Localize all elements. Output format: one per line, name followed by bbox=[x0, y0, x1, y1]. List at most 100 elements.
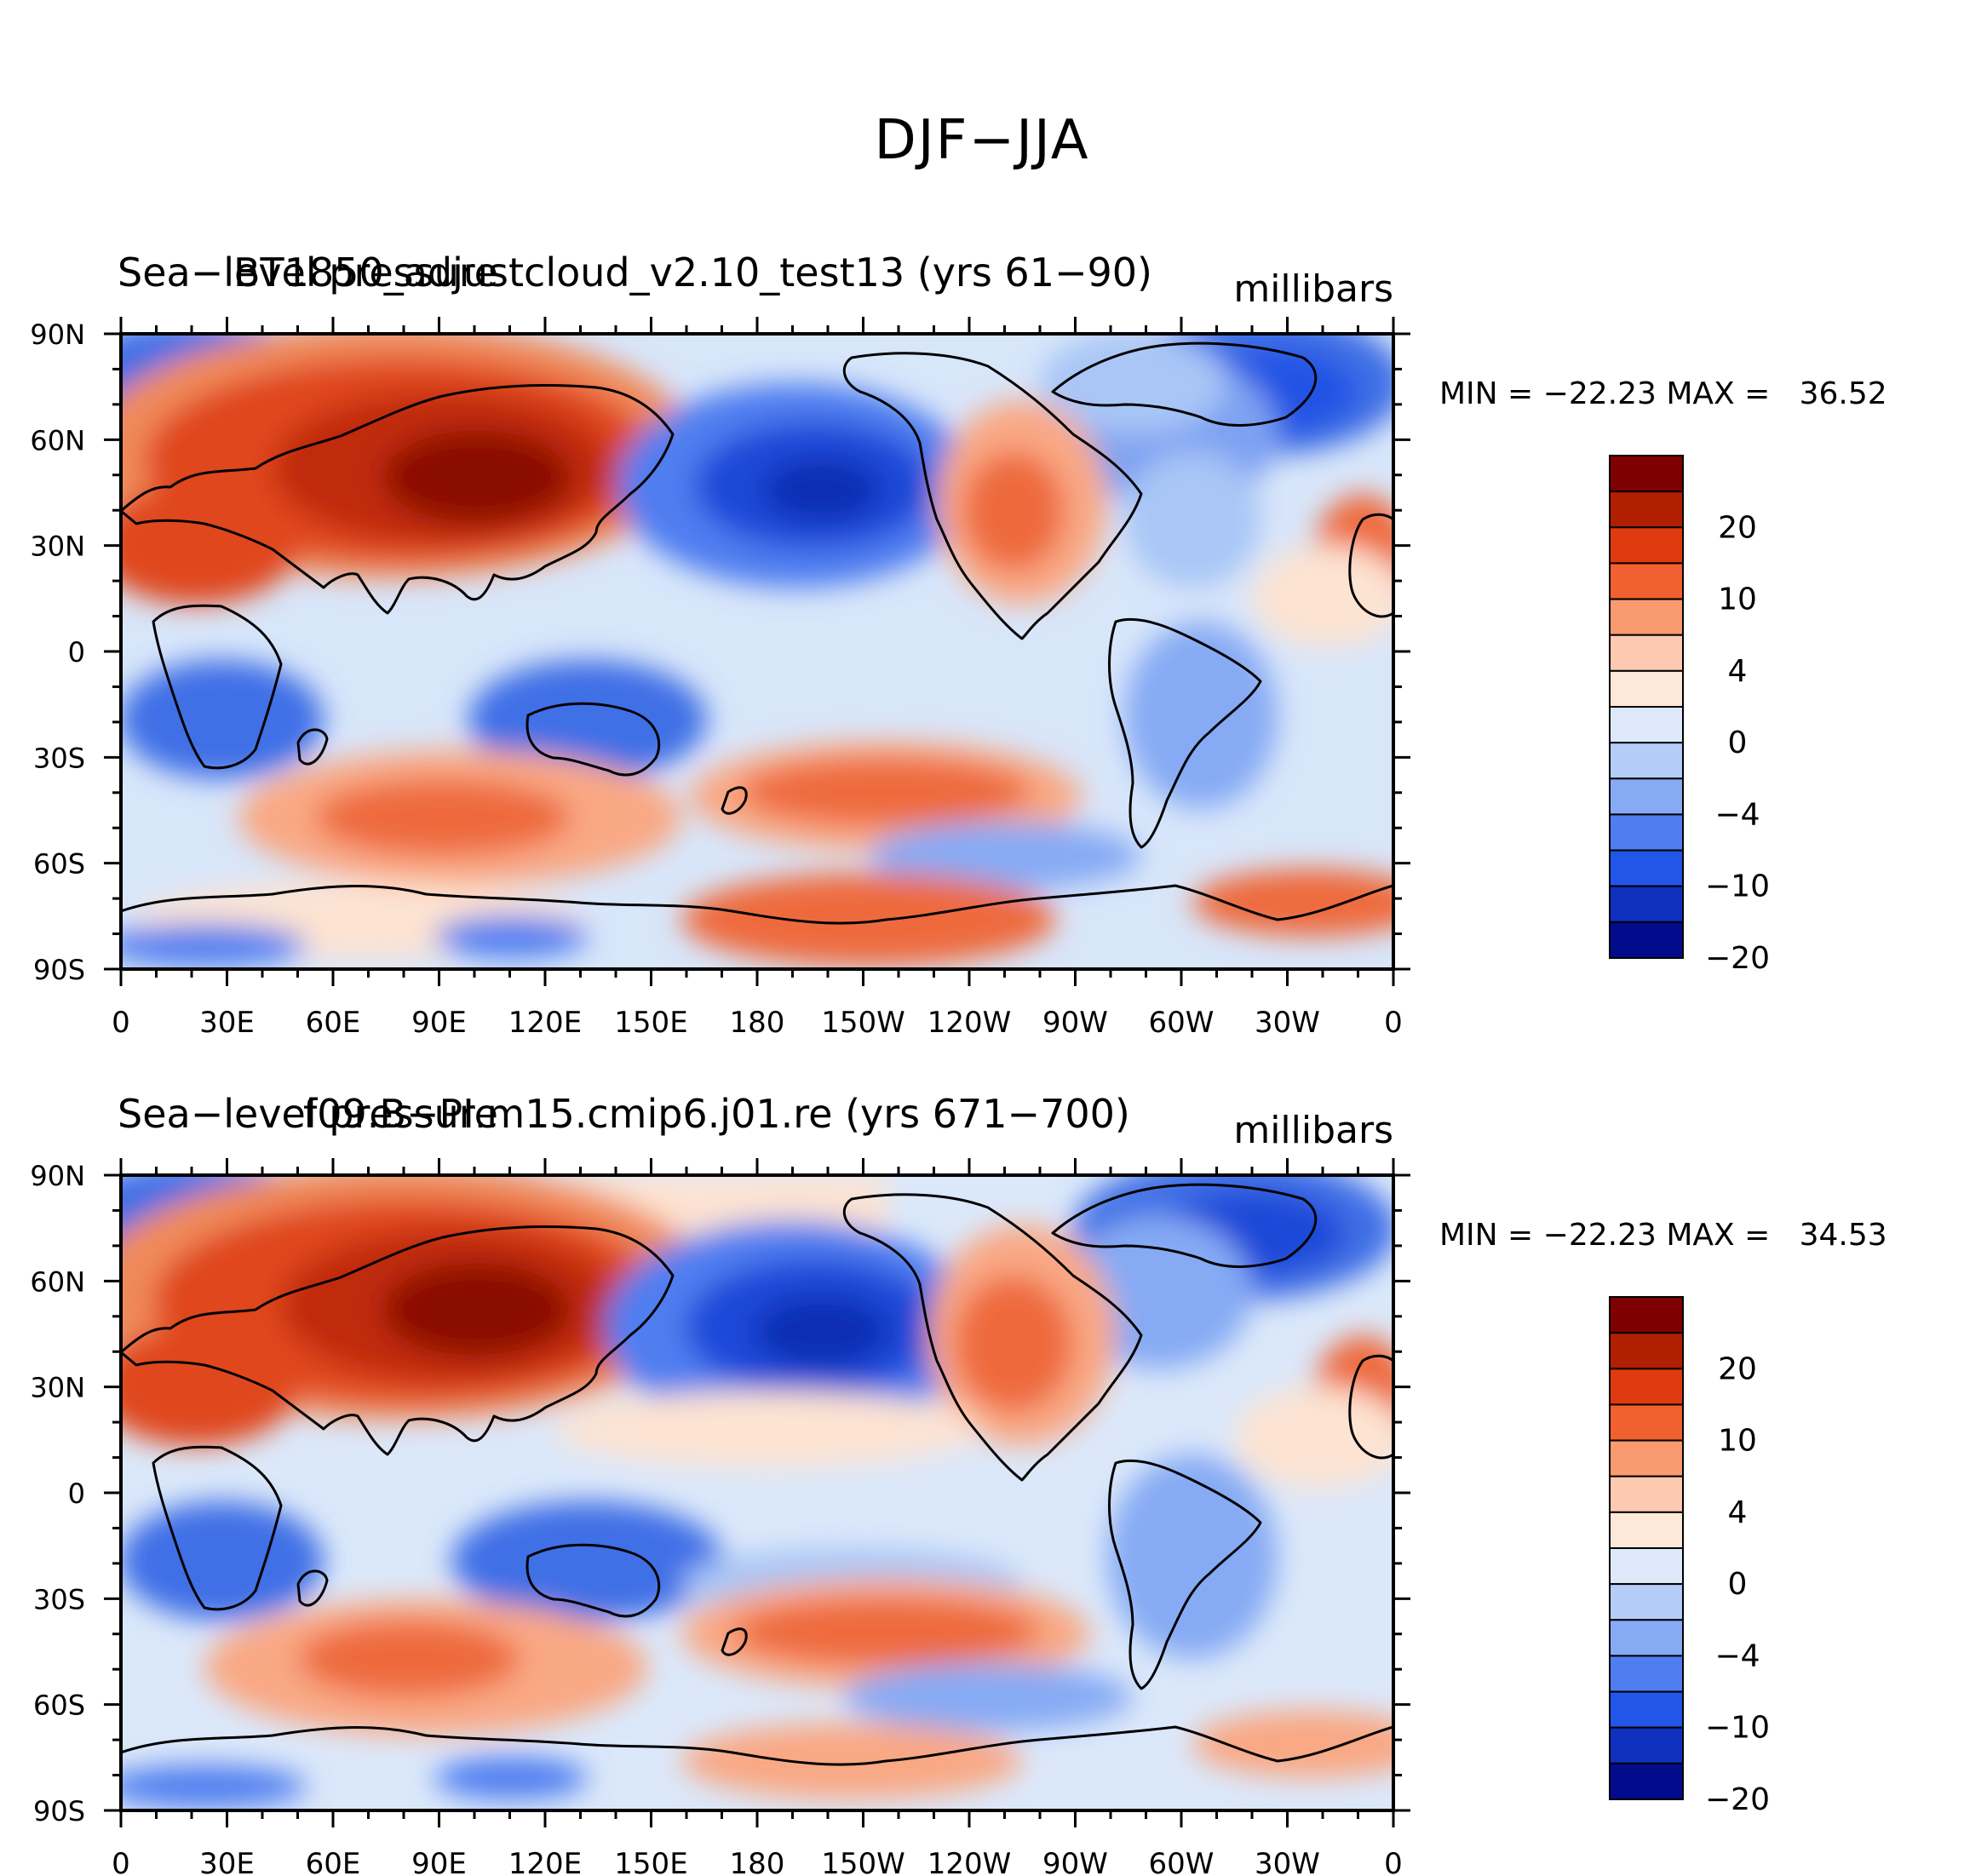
colorbar-swatch bbox=[1609, 1475, 1684, 1513]
panel-title: BT1850_adjustcloud_v2.10_test13 (yrs 61−… bbox=[233, 250, 1152, 295]
colorbar-swatch bbox=[1609, 813, 1684, 852]
x-tick-label: 0 bbox=[112, 1006, 130, 1040]
colorbar: 20 10 4 0 −4 −10 −20 bbox=[1609, 1296, 1770, 1817]
y-tick-label: 60S bbox=[33, 1690, 85, 1722]
y-tick-label: 30S bbox=[33, 742, 85, 774]
colorbar-swatch bbox=[1609, 706, 1684, 744]
coastlines bbox=[121, 341, 1393, 925]
panel-min-max: MIN = −22.23 MAX = 36.52 bbox=[1439, 376, 1887, 411]
x-tick-label: 30E bbox=[199, 1006, 255, 1040]
x-tick-label: 150W bbox=[821, 1006, 905, 1040]
colorbar-swatch bbox=[1609, 1332, 1684, 1370]
colorbar-label: −10 bbox=[1705, 1711, 1770, 1746]
y-tick-label: 90N bbox=[30, 318, 85, 351]
colorbar-label: −20 bbox=[1705, 1782, 1770, 1817]
colorbar-label: 10 bbox=[1718, 1424, 1757, 1459]
colorbar-swatch bbox=[1609, 1583, 1684, 1621]
colorbar-label: −20 bbox=[1705, 941, 1770, 976]
colorbar-label: 20 bbox=[1718, 510, 1757, 545]
x-tick-label: 0 bbox=[1384, 1006, 1403, 1040]
y-tick-label: 30N bbox=[30, 1372, 85, 1404]
colorbar-swatch bbox=[1609, 1762, 1684, 1800]
colorbar-swatch bbox=[1609, 669, 1684, 709]
x-tick-label: 90E bbox=[411, 1006, 467, 1040]
colorbar-swatch bbox=[1609, 1511, 1684, 1550]
colorbar-swatch bbox=[1609, 562, 1684, 600]
x-tick-label: 60E bbox=[306, 1847, 361, 1876]
panel-left-label: Sea−level pressure bbox=[118, 250, 498, 295]
y-tick-label: 30N bbox=[30, 531, 85, 563]
colorbar-label: −4 bbox=[1714, 797, 1760, 832]
x-tick-label: 60E bbox=[306, 1006, 361, 1040]
colorbar-swatch bbox=[1609, 1403, 1684, 1442]
x-tick-label: 30W bbox=[1255, 1006, 1320, 1040]
y-tick-label: 60N bbox=[30, 1265, 85, 1298]
colorbar-swatch bbox=[1609, 1619, 1684, 1657]
colorbar-swatch bbox=[1609, 1726, 1684, 1764]
x-tick-label: 90W bbox=[1042, 1006, 1108, 1040]
x-tick-label: 90W bbox=[1042, 1847, 1108, 1876]
colorbar-label: 20 bbox=[1718, 1351, 1757, 1386]
panel-units: millibars bbox=[1233, 267, 1393, 311]
x-tick-label: 60W bbox=[1149, 1006, 1215, 1040]
panel-units: millibars bbox=[1233, 1109, 1393, 1152]
colorbar-label: 4 bbox=[1728, 654, 1748, 689]
colorbar-swatch bbox=[1609, 634, 1684, 672]
x-tick-labels: 0 30E 60E 90E 120E 150E 180 150W 120W 90W 60W 30W 0 bbox=[112, 1006, 1403, 1040]
colorbar-label: −4 bbox=[1714, 1638, 1760, 1673]
colorbar-label: 10 bbox=[1718, 582, 1757, 617]
x-tick-label: 60W bbox=[1149, 1847, 1215, 1876]
x-tick-label: 120E bbox=[508, 1847, 582, 1876]
x-tick-label: 150E bbox=[614, 1847, 687, 1876]
colorbar-label: 4 bbox=[1728, 1495, 1748, 1530]
y-tick-label: 0 bbox=[68, 1477, 85, 1510]
colorbar-swatch bbox=[1609, 455, 1684, 493]
x-tick-label: 120E bbox=[508, 1006, 582, 1040]
panel-title: f09.B−PI.m15.cmip6.j01.re (yrs 671−700) bbox=[303, 1091, 1130, 1137]
x-tick-label: 0 bbox=[112, 1847, 130, 1876]
colorbar-swatch bbox=[1609, 921, 1684, 959]
y-tick-label: 90N bbox=[30, 1160, 85, 1192]
x-tick-label: 180 bbox=[730, 1006, 785, 1040]
y-tick-labels: 90N 60N 30N 0 30S 60S 90S bbox=[30, 1160, 85, 1827]
colorbar-swatch bbox=[1609, 598, 1684, 636]
y-tick-label: 90S bbox=[33, 1795, 85, 1827]
map-panel-2: Sea−level pressure f09.B−PI.m15.cmip6.j0… bbox=[30, 1091, 1887, 1876]
colorbar-swatch bbox=[1609, 526, 1684, 565]
colorbar-swatch bbox=[1609, 491, 1684, 529]
coastlines bbox=[121, 1183, 1393, 1766]
x-tick-label: 120W bbox=[927, 1847, 1012, 1876]
figure-title: DJF−JJA bbox=[874, 109, 1090, 172]
x-tick-label: 120W bbox=[927, 1006, 1012, 1040]
map-panel-1: Sea−level pressure BT1850_adjustcloud_v2… bbox=[30, 250, 1887, 1040]
colorbar-swatch bbox=[1609, 885, 1684, 923]
x-tick-label: 90E bbox=[411, 1847, 467, 1876]
axis-ticks bbox=[104, 1158, 1410, 1827]
y-tick-label: 90S bbox=[33, 954, 85, 986]
x-tick-labels: 0 30E 60E 90E 120E 150E 180 150W 120W 90W 60W 30W 0 bbox=[112, 1847, 1403, 1876]
y-tick-label: 60N bbox=[30, 424, 85, 456]
y-tick-label: 60S bbox=[33, 848, 85, 881]
panel-left-label: Sea−level pressure bbox=[118, 1091, 498, 1137]
colorbar-swatch bbox=[1609, 777, 1684, 816]
colorbar-label: 0 bbox=[1728, 726, 1748, 760]
pressure-field bbox=[121, 334, 1393, 969]
pressure-field bbox=[121, 1175, 1393, 1810]
y-tick-labels: 90N 60N 30N 0 30S 60S 90S bbox=[30, 318, 85, 986]
x-tick-label: 180 bbox=[730, 1847, 785, 1876]
colorbar-swatch bbox=[1609, 849, 1684, 887]
x-tick-label: 150W bbox=[821, 1847, 905, 1876]
x-tick-label: 0 bbox=[1384, 1847, 1403, 1876]
axis-ticks bbox=[104, 317, 1410, 986]
y-tick-label: 0 bbox=[68, 636, 85, 668]
y-tick-label: 30S bbox=[33, 1583, 85, 1615]
colorbar-swatch bbox=[1609, 742, 1684, 780]
x-tick-label: 30W bbox=[1255, 1847, 1320, 1876]
colorbar-swatch bbox=[1609, 1296, 1684, 1334]
colorbar-swatch bbox=[1609, 1439, 1684, 1477]
colorbar: 20 10 4 0 −4 −10 −20 bbox=[1609, 455, 1770, 976]
panel-min-max: MIN = −22.23 MAX = 34.53 bbox=[1439, 1218, 1887, 1253]
x-tick-label: 30E bbox=[199, 1847, 255, 1876]
colorbar-swatch bbox=[1609, 1655, 1684, 1693]
x-tick-label: 150E bbox=[614, 1006, 687, 1040]
